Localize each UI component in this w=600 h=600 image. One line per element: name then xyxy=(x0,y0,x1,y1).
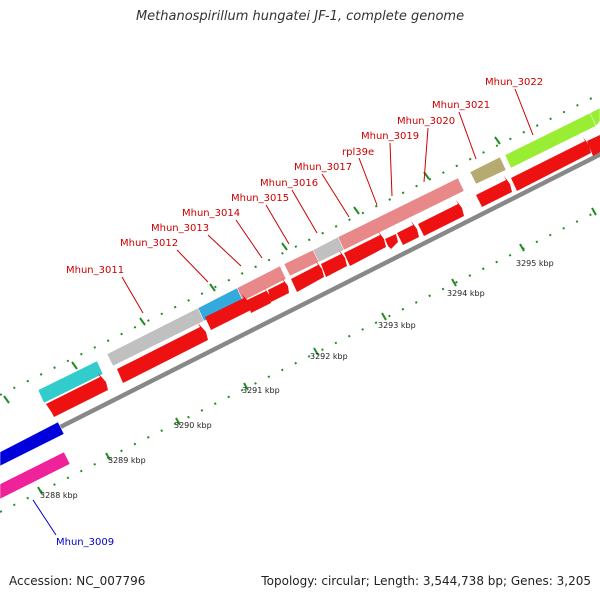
gene-label: Mhun_3022 xyxy=(485,77,543,88)
major-tick xyxy=(209,283,216,292)
cds-arrow xyxy=(117,323,208,383)
tick-label: 3289 kbp xyxy=(108,456,146,465)
major-tick xyxy=(71,361,78,370)
major-tick xyxy=(353,206,360,215)
cog-bar xyxy=(37,360,104,404)
cds-arrow xyxy=(476,176,512,207)
genome-backbone xyxy=(0,152,600,460)
leader-line xyxy=(291,189,318,234)
gene-label: Mhun_3012 xyxy=(120,238,178,249)
leader-line xyxy=(32,499,57,536)
leader-line xyxy=(423,127,429,183)
cog-bar xyxy=(0,421,65,467)
tick-label: 3290 kbp xyxy=(174,421,212,430)
gene-label: Mhun_3015 xyxy=(231,193,289,204)
label-leaders xyxy=(32,88,534,536)
leader-line xyxy=(514,88,534,136)
gene-label: Mhun_3011 xyxy=(66,265,124,276)
tick-label: 3293 kbp xyxy=(378,321,416,330)
tick-label: 3291 kbp xyxy=(242,386,280,395)
cds-arrow xyxy=(397,221,419,245)
cog-bar xyxy=(337,177,465,251)
leader-line xyxy=(207,234,242,267)
inner-tick-guide xyxy=(0,209,600,513)
gene-label: Mhun_3013 xyxy=(151,223,209,234)
tick-label: 3295 kbp xyxy=(516,259,554,268)
cds-arrow xyxy=(268,278,289,302)
leader-line xyxy=(121,276,144,314)
cds-arrow xyxy=(321,250,347,277)
major-tick xyxy=(591,207,597,216)
major-tick xyxy=(494,136,501,145)
major-tick xyxy=(519,243,525,252)
major-tick xyxy=(3,395,10,404)
cds-arrow xyxy=(205,294,251,330)
tick-label: 3288 kbp xyxy=(40,491,78,500)
cds-arrow xyxy=(511,137,591,191)
map-title: Methanospirillum hungatei JF-1, complete… xyxy=(135,9,465,24)
cds-arrow xyxy=(46,373,108,417)
cds-arrow xyxy=(418,200,464,236)
leader-line xyxy=(265,204,290,245)
major-tick xyxy=(451,278,457,287)
gene-labels: Mhun_3009 Mhun_3011 Mhun_3012 Mhun_3013 … xyxy=(56,77,543,548)
gene-label: rpl39e xyxy=(342,147,374,158)
cds-arrow xyxy=(385,234,398,249)
major-tick xyxy=(139,317,146,326)
leader-line xyxy=(176,249,209,283)
tick-label: 3294 kbp xyxy=(447,289,485,298)
gene-label: Mhun_3016 xyxy=(260,178,318,189)
cds-arrow xyxy=(587,135,600,156)
leader-line xyxy=(389,142,393,197)
cog-bar xyxy=(236,265,287,302)
major-tick xyxy=(313,347,319,356)
cog-bar xyxy=(589,107,600,127)
genome-summary-text: Topology: circular; Length: 3,544,738 bp… xyxy=(261,574,591,588)
major-tick xyxy=(37,486,43,495)
major-tick xyxy=(243,382,249,391)
accession-text: Accession: NC_007796 xyxy=(9,574,146,588)
cds-arrow xyxy=(247,287,271,313)
leader-line xyxy=(358,157,378,206)
major-tick xyxy=(175,417,181,426)
leader-line xyxy=(458,111,477,160)
gene-label: Mhun_3017 xyxy=(294,162,352,173)
gene-label: Mhun_3019 xyxy=(361,131,419,142)
tick-labels: 3288 kbp 3289 kbp 3290 kbp 3291 kbp 3292… xyxy=(40,259,554,500)
gene-label: Mhun_3009 xyxy=(56,537,114,548)
major-tick xyxy=(381,312,387,321)
cog-bar xyxy=(0,451,71,500)
gene-label: Mhun_3020 xyxy=(397,116,455,127)
cds-arrow xyxy=(291,261,324,292)
major-tick xyxy=(281,242,288,251)
cds-ring xyxy=(46,135,600,417)
cog-ring xyxy=(0,107,600,500)
leader-line xyxy=(321,173,350,218)
cog-bar xyxy=(469,156,507,185)
gene-label: Mhun_3021 xyxy=(432,100,490,111)
major-tick xyxy=(105,452,111,461)
leader-line xyxy=(235,219,263,259)
outer-tick-guide xyxy=(0,93,600,396)
cds-arrow xyxy=(344,231,386,266)
tick-label: 3292 kbp xyxy=(310,352,348,361)
gene-label: Mhun_3014 xyxy=(182,208,240,219)
